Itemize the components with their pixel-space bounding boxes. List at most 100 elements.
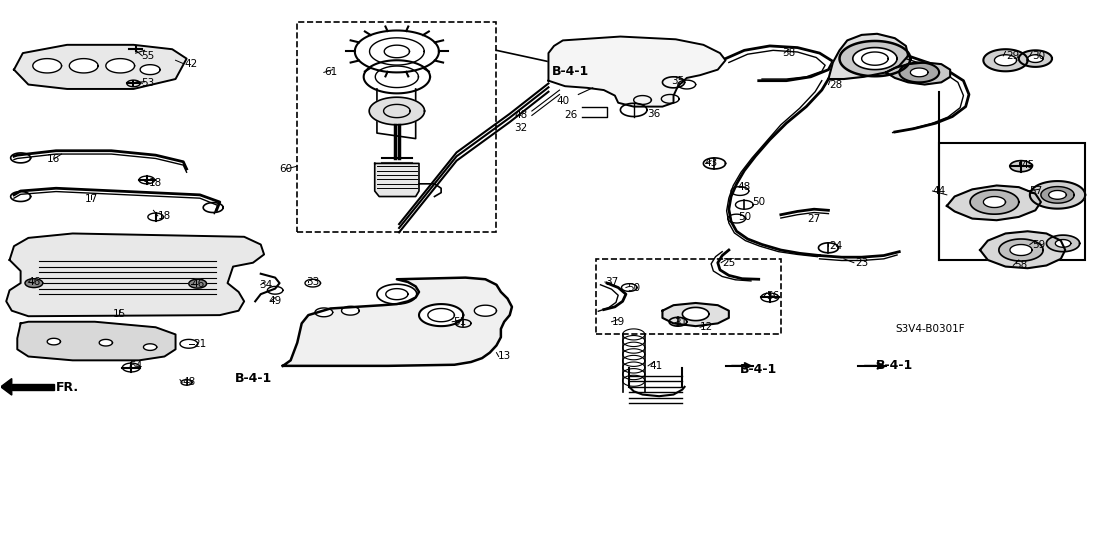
Text: 28: 28 — [830, 80, 843, 90]
Polygon shape — [100, 340, 113, 346]
Text: 60: 60 — [279, 164, 293, 174]
Polygon shape — [1009, 244, 1032, 255]
Polygon shape — [1029, 181, 1085, 208]
Polygon shape — [106, 59, 134, 73]
Polygon shape — [900, 62, 940, 82]
Text: B-4-1: B-4-1 — [740, 363, 778, 375]
Polygon shape — [1, 379, 12, 395]
Text: B-4-1: B-4-1 — [876, 359, 913, 372]
Text: 17: 17 — [85, 194, 99, 204]
Bar — [596, 259, 781, 335]
Polygon shape — [1046, 235, 1079, 252]
Text: 19: 19 — [612, 317, 625, 327]
Text: 24: 24 — [830, 241, 843, 251]
Text: 51: 51 — [453, 317, 466, 327]
Text: 49: 49 — [268, 296, 281, 306]
Polygon shape — [341, 306, 359, 315]
Polygon shape — [18, 322, 175, 361]
Polygon shape — [1018, 50, 1051, 67]
Text: 50: 50 — [738, 212, 751, 222]
Text: S3V4-B0301F: S3V4-B0301F — [895, 324, 965, 334]
Text: B-4-1: B-4-1 — [235, 372, 271, 385]
Polygon shape — [995, 55, 1016, 66]
Text: 31: 31 — [675, 319, 688, 328]
Polygon shape — [911, 68, 929, 77]
Text: 48: 48 — [514, 111, 527, 121]
Polygon shape — [369, 97, 424, 125]
Text: 48: 48 — [182, 377, 195, 388]
Text: 54: 54 — [129, 362, 142, 372]
Polygon shape — [1027, 55, 1043, 62]
Polygon shape — [375, 164, 419, 196]
Polygon shape — [663, 303, 729, 326]
Text: 40: 40 — [556, 96, 570, 106]
Text: 45: 45 — [1020, 160, 1034, 170]
Text: 53: 53 — [141, 79, 154, 88]
Polygon shape — [984, 196, 1005, 207]
Text: 46: 46 — [28, 277, 41, 287]
Text: 23: 23 — [855, 258, 869, 268]
Text: 43: 43 — [705, 158, 718, 169]
Text: 32: 32 — [514, 123, 527, 133]
Polygon shape — [548, 36, 726, 107]
Polygon shape — [984, 49, 1027, 71]
Polygon shape — [947, 185, 1040, 220]
Text: 36: 36 — [647, 109, 660, 119]
Polygon shape — [70, 59, 99, 73]
Polygon shape — [283, 278, 512, 366]
Text: 48: 48 — [738, 182, 751, 192]
Text: 37: 37 — [605, 277, 618, 287]
Polygon shape — [25, 279, 43, 288]
Text: 34: 34 — [259, 280, 273, 290]
Text: 33: 33 — [306, 277, 319, 287]
Polygon shape — [33, 59, 62, 73]
Bar — [297, 22, 496, 232]
Text: 26: 26 — [564, 111, 577, 121]
Text: 25: 25 — [722, 258, 736, 268]
Polygon shape — [1048, 190, 1066, 199]
Text: 35: 35 — [671, 76, 685, 86]
Polygon shape — [7, 233, 264, 316]
Text: 29: 29 — [1007, 51, 1019, 61]
Polygon shape — [999, 239, 1043, 261]
Polygon shape — [188, 279, 206, 288]
Text: 55: 55 — [141, 51, 154, 61]
Text: 46: 46 — [191, 279, 204, 289]
Text: 15: 15 — [113, 309, 125, 319]
Text: 16: 16 — [48, 154, 61, 164]
Text: 18: 18 — [157, 211, 171, 221]
Polygon shape — [377, 284, 417, 304]
Text: 42: 42 — [184, 59, 197, 69]
Polygon shape — [48, 338, 61, 345]
Polygon shape — [1040, 186, 1074, 203]
Polygon shape — [474, 305, 496, 316]
Polygon shape — [840, 41, 911, 76]
Polygon shape — [853, 48, 897, 70]
Text: 58: 58 — [1014, 260, 1027, 270]
Polygon shape — [1055, 239, 1070, 247]
Polygon shape — [14, 45, 186, 89]
Bar — [940, 143, 1085, 260]
Polygon shape — [12, 384, 54, 389]
Polygon shape — [981, 231, 1065, 268]
Text: 56: 56 — [767, 291, 780, 301]
Polygon shape — [143, 344, 156, 351]
Text: 30: 30 — [1033, 51, 1045, 61]
Polygon shape — [1009, 161, 1032, 171]
Text: 41: 41 — [649, 361, 663, 371]
Text: 44: 44 — [933, 186, 946, 196]
Polygon shape — [140, 65, 160, 75]
Polygon shape — [315, 308, 332, 317]
Text: B-4-1: B-4-1 — [552, 65, 589, 78]
Text: 12: 12 — [700, 322, 714, 332]
Polygon shape — [886, 62, 951, 85]
Polygon shape — [971, 190, 1018, 214]
Text: 27: 27 — [808, 213, 821, 223]
Text: 38: 38 — [782, 48, 796, 58]
Polygon shape — [829, 34, 909, 79]
Text: 50: 50 — [627, 283, 640, 293]
Text: 13: 13 — [497, 352, 511, 362]
Text: FR.: FR. — [55, 382, 79, 394]
Text: 18: 18 — [148, 178, 162, 188]
Text: 50: 50 — [752, 197, 766, 207]
